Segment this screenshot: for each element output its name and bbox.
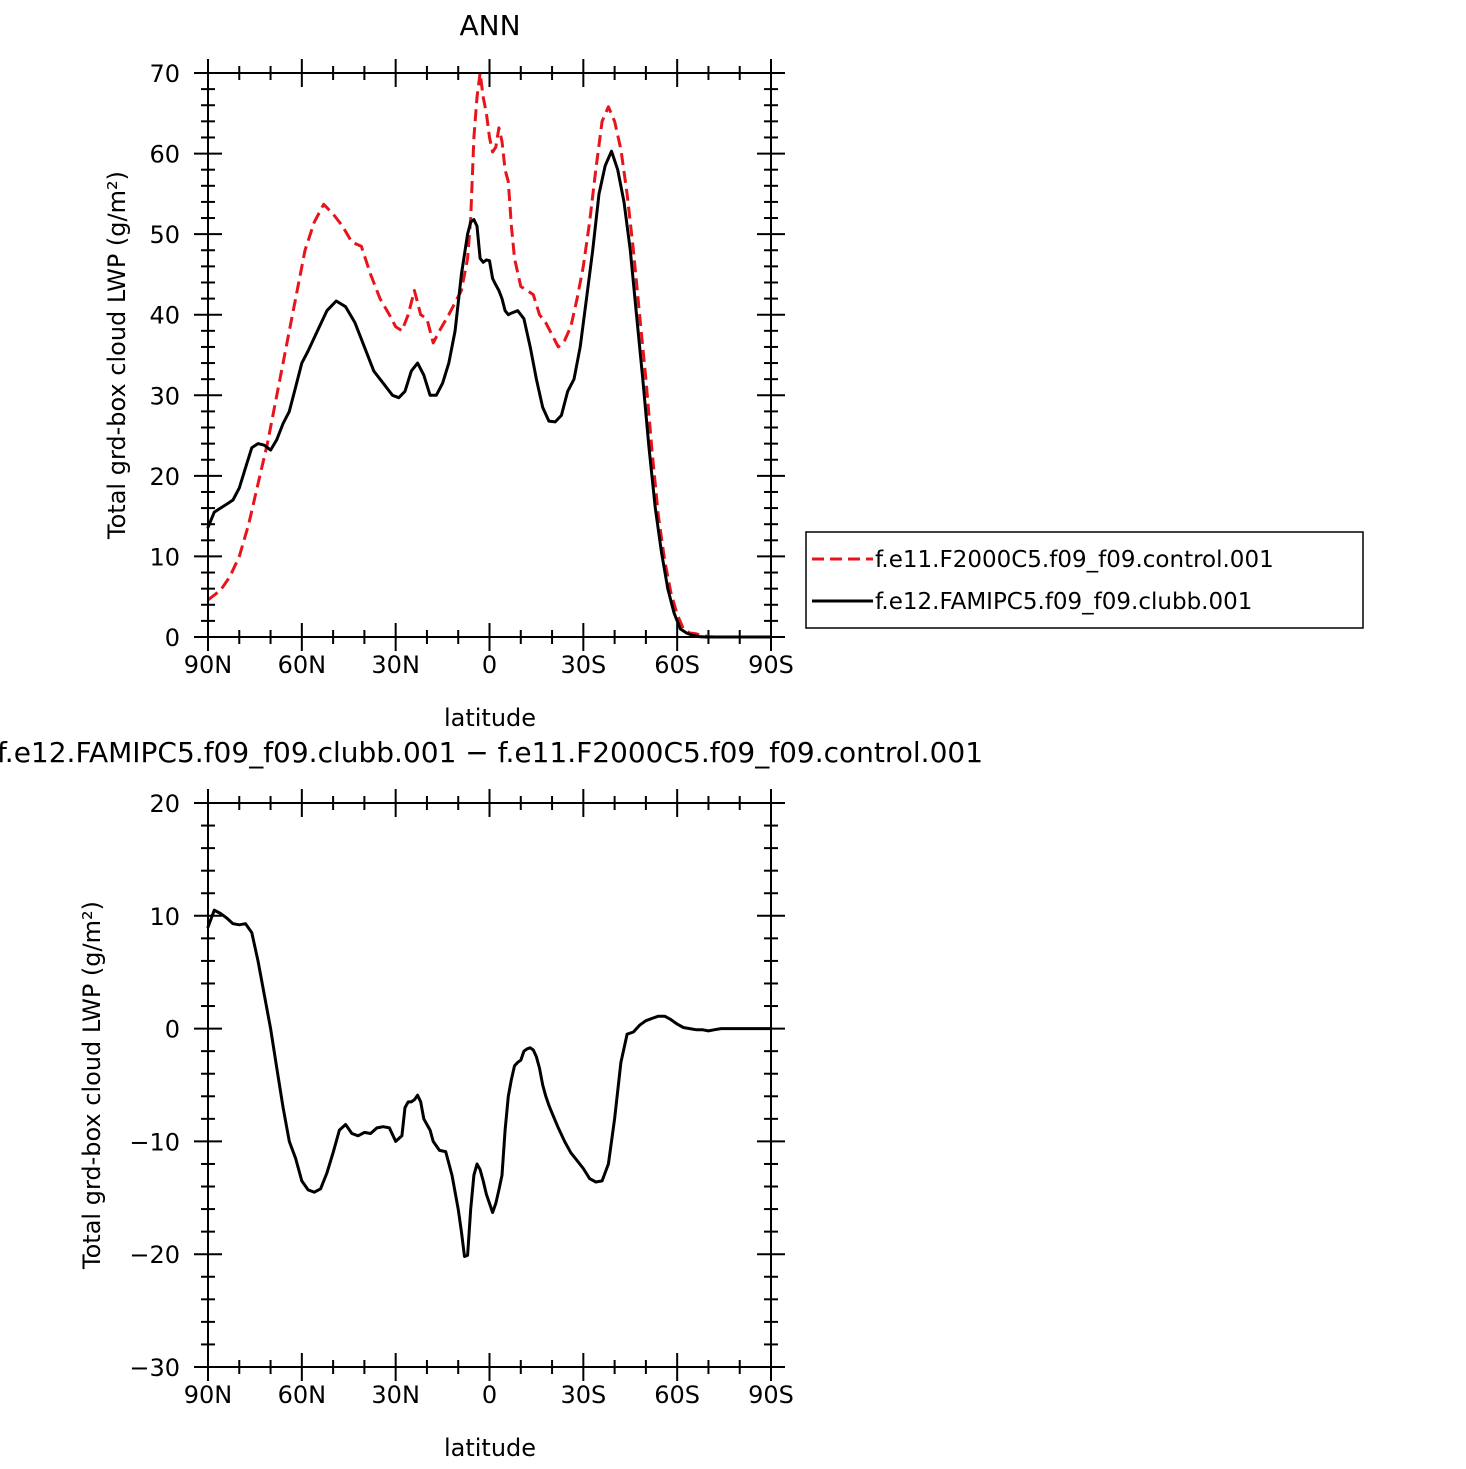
y-tick-label: 50 <box>149 221 180 249</box>
x-tick-label: 30N <box>371 1381 420 1409</box>
y-tick-label: −30 <box>129 1354 180 1382</box>
legend-box <box>805 531 1364 629</box>
top-plot-frame <box>207 72 772 638</box>
series-line-1 <box>207 71 771 639</box>
x-tick-label: 60N <box>278 651 327 679</box>
x-tick-label: 90N <box>184 651 233 679</box>
y-tick-label: 40 <box>149 302 180 330</box>
x-tick-label: 90N <box>184 1381 233 1409</box>
x-tick-label: 60S <box>654 1381 700 1409</box>
y-tick-label: 30 <box>149 382 180 410</box>
y-tick-label: 0 <box>165 624 180 652</box>
series-line-1 <box>206 908 773 1258</box>
x-tick-label: 60N <box>278 1381 327 1409</box>
bottom-x-axis-title: latitude <box>444 1434 536 1462</box>
top-y-axis-title: Total grd-box cloud LWP (g/m²) <box>103 171 131 540</box>
y-tick-label: 10 <box>149 543 180 571</box>
legend: f.e11.F2000C5.f09_f09.control.001 f.e12.… <box>805 531 1364 629</box>
y-tick-label: 10 <box>149 903 180 931</box>
bottom-plot-title: f.e12.FAMIPC5.f09_f09.clubb.001 − f.e11.… <box>0 736 983 769</box>
top-plot-title: ANN <box>459 9 520 42</box>
y-tick-label: 20 <box>149 790 180 818</box>
x-tick-label: 0 <box>482 1381 497 1409</box>
x-tick-label: 90S <box>748 1381 794 1409</box>
x-tick-label: 0 <box>482 651 497 679</box>
bottom-series-lines <box>206 908 773 1258</box>
x-tick-label: 60S <box>654 651 700 679</box>
y-tick-label: 0 <box>165 1016 180 1044</box>
x-tick-label: 30S <box>560 1381 606 1409</box>
x-tick-label: 90S <box>748 651 794 679</box>
bottom-plot-frame <box>207 802 772 1368</box>
y-tick-label: 20 <box>149 463 180 491</box>
top-series-lines <box>206 71 773 639</box>
y-tick-label: −10 <box>129 1128 180 1156</box>
top-panel: ANN Total grd-box cloud LWP (g/m²) latit… <box>103 9 794 732</box>
top-x-axis-title: latitude <box>444 704 536 732</box>
series-line-2 <box>206 149 773 639</box>
x-tick-label: 30N <box>371 651 420 679</box>
bottom-y-axis-title: Total grd-box cloud LWP (g/m²) <box>78 901 106 1270</box>
y-tick-label: 60 <box>149 141 180 169</box>
legend-label-control: f.e11.F2000C5.f09_f09.control.001 <box>875 547 1274 573</box>
y-tick-label: 70 <box>149 60 180 88</box>
bottom-panel: f.e12.FAMIPC5.f09_f09.clubb.001 − f.e11.… <box>0 736 983 1462</box>
y-tick-label: −20 <box>129 1241 180 1269</box>
bottom-axis-ticks: 90N 60N 30N 0 30S 60S 90S −30 −20 −10 0 10 20 <box>129 789 794 1409</box>
legend-label-clubb: f.e12.FAMIPC5.f09_f09.clubb.001 <box>875 589 1252 615</box>
x-tick-label: 30S <box>560 651 606 679</box>
top-axis-ticks: 90N 60N 30N 0 30S 60S 90S 0 10 20 30 40 50 60 70 <box>149 59 794 679</box>
